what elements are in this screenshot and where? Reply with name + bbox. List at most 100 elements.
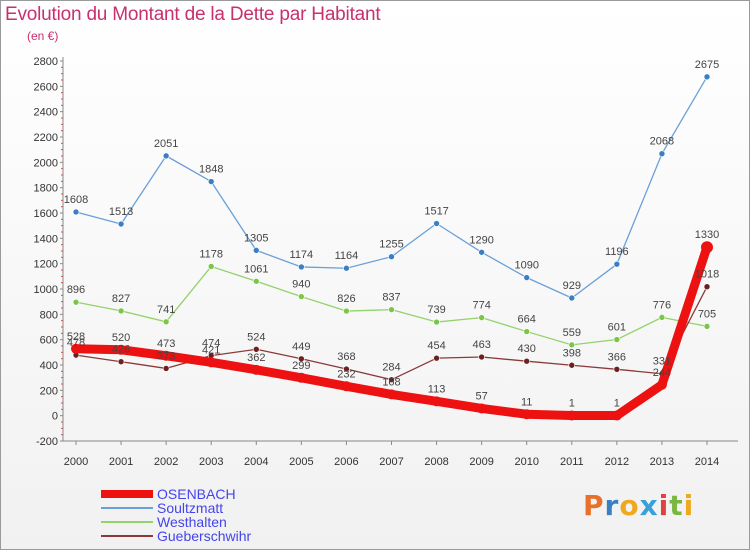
- data-label-gueberschwihr: 368: [337, 351, 355, 363]
- logo-letter: x: [639, 489, 659, 522]
- data-label-westhalten: 826: [337, 293, 355, 305]
- data-point-westhalten: [478, 314, 485, 321]
- data-point-gueberschwihr: [343, 365, 350, 373]
- data-label-westhalten: 739: [427, 304, 445, 316]
- data-label-westhalten: 896: [67, 284, 85, 296]
- data-point-gueberschwihr: [433, 354, 440, 362]
- y-tick-label: 600: [40, 335, 58, 347]
- data-label-gueberschwihr: 426: [112, 344, 130, 356]
- chart-subtitle: (en €): [27, 29, 59, 43]
- data-point-osenbach: [521, 409, 532, 420]
- data-point-osenbach: [386, 389, 397, 400]
- data-point-westhalten: [252, 277, 260, 285]
- x-tick-label: 2010: [514, 456, 538, 468]
- data-label-osenbach: 299: [292, 360, 310, 372]
- data-point-osenbach: [566, 410, 577, 421]
- legend-swatch: [101, 535, 153, 537]
- data-label-westhalten: 774: [472, 300, 490, 312]
- data-label-osenbach: 421: [202, 344, 220, 356]
- legend-label: Soultzmatt: [157, 500, 224, 516]
- data-label-westhalten: 1061: [244, 263, 268, 275]
- data-label-osenbach: 528: [67, 331, 85, 343]
- chart-title: Evolution du Montant de la Dette par Hab…: [5, 4, 381, 25]
- data-point-soultzmatt: [703, 73, 711, 81]
- data-point-westhalten: [523, 328, 531, 335]
- data-point-soultzmatt: [162, 152, 170, 160]
- data-label-westhalten: 559: [563, 327, 581, 339]
- data-point-gueberschwihr: [117, 358, 125, 366]
- x-tick-label: 2012: [605, 456, 629, 468]
- data-point-soultzmatt: [388, 253, 395, 260]
- data-point-soultzmatt: [523, 274, 531, 281]
- y-tick-label: 2800: [34, 56, 58, 68]
- data-point-osenbach: [431, 396, 442, 407]
- y-tick-label: 1800: [34, 183, 58, 195]
- data-point-soultzmatt: [613, 260, 621, 268]
- data-label-gueberschwihr: 373: [157, 350, 175, 362]
- data-point-gueberschwihr: [613, 366, 621, 373]
- data-point-soultzmatt: [298, 263, 305, 271]
- data-point-osenbach: [251, 364, 262, 375]
- data-label-soultzmatt: 2051: [154, 138, 178, 150]
- data-point-westhalten: [207, 263, 215, 270]
- data-point-soultzmatt: [72, 208, 80, 216]
- data-point-osenbach: [161, 350, 172, 361]
- data-label-soultzmatt: 1517: [424, 206, 448, 218]
- data-point-osenbach: [71, 343, 81, 354]
- x-tick-label: 2001: [109, 456, 133, 468]
- logo-letter: t: [669, 489, 684, 522]
- legend-swatch: [101, 521, 153, 523]
- data-label-gueberschwihr: 524: [247, 331, 265, 343]
- data-label-gueberschwihr: 454: [427, 340, 445, 352]
- data-label-gueberschwihr: 1018: [695, 269, 719, 281]
- legend-label: Westhalten: [157, 514, 227, 530]
- data-label-westhalten: 837: [382, 292, 400, 304]
- y-tick-label: 1200: [34, 259, 58, 271]
- data-point-westhalten: [72, 298, 80, 306]
- data-point-soultzmatt: [117, 220, 125, 228]
- data-point-westhalten: [388, 306, 395, 313]
- x-tick-label: 2013: [650, 456, 674, 468]
- legend-label: Gueberschwihr: [157, 528, 252, 544]
- logo-letter: o: [619, 489, 640, 522]
- data-label-osenbach: 520: [112, 332, 130, 344]
- data-point-westhalten: [613, 336, 621, 343]
- data-point-gueberschwihr: [298, 355, 305, 363]
- data-point-gueberschwihr: [523, 357, 531, 365]
- y-tick-label: 400: [40, 360, 58, 372]
- data-point-soultzmatt: [343, 264, 350, 272]
- legend-swatch: [101, 490, 153, 498]
- data-point-osenbach: [611, 410, 622, 421]
- data-label-osenbach: 232: [337, 368, 355, 380]
- x-tick-label: 2011: [560, 456, 584, 468]
- data-label-gueberschwihr: 474: [202, 338, 220, 350]
- data-point-gueberschwihr: [568, 361, 576, 369]
- y-tick-label: 2000: [34, 157, 58, 169]
- data-label-gueberschwihr: 478: [67, 337, 85, 349]
- data-label-soultzmatt: 2068: [650, 136, 674, 148]
- data-label-gueberschwihr: 331: [653, 356, 671, 368]
- data-point-soultzmatt: [252, 247, 260, 254]
- data-label-westhalten: 664: [518, 314, 536, 326]
- y-tick-label: 800: [40, 309, 58, 321]
- data-labels-layer: 1608 1513 2051 1848 1305 1174 1164 1255 1517 1290…: [64, 59, 719, 410]
- data-point-westhalten: [298, 293, 305, 300]
- logo-letter: i: [683, 489, 695, 522]
- data-label-osenbach: 244: [653, 367, 671, 379]
- data-label-osenbach: 57: [476, 390, 488, 402]
- data-label-osenbach: 1330: [695, 229, 719, 241]
- x-tick-label: 2008: [424, 456, 448, 468]
- data-label-soultzmatt: 2675: [695, 59, 719, 71]
- data-point-soultzmatt: [658, 150, 666, 158]
- y-tick-label: 0: [52, 411, 58, 423]
- y-tick-label: 200: [40, 385, 58, 397]
- data-point-osenbach: [656, 379, 667, 390]
- x-tick-label: 2000: [64, 456, 88, 468]
- data-point-westhalten: [117, 307, 125, 315]
- data-point-osenbach: [206, 357, 217, 368]
- data-label-westhalten: 601: [608, 322, 626, 334]
- data-point-osenbach: [341, 381, 352, 392]
- data-point-soultzmatt: [433, 220, 440, 227]
- axes: -200 0 200 400 600 800 1000 1200 1400 1600 1800 200…: [34, 56, 738, 468]
